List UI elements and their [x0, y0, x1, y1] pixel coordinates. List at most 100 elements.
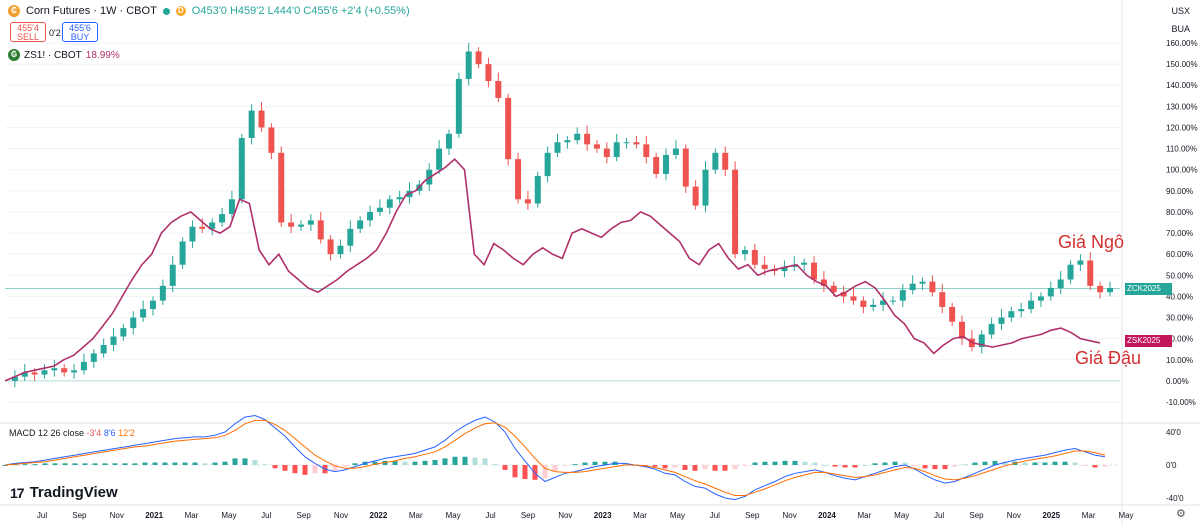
- time-axis: Jul Sep Nov 2021 Mar May Jul Sep Nov 2022 Mar May Ju…: [0, 504, 1200, 520]
- candle-body: [288, 222, 295, 227]
- tradingview-icon: 17: [10, 484, 25, 501]
- candle-body: [199, 226, 206, 229]
- candle-body: [515, 159, 522, 200]
- macd-histogram-bar: [802, 461, 808, 465]
- candle-body: [959, 321, 966, 339]
- x-tick-label: Sep: [297, 511, 312, 520]
- settings-icon[interactable]: ⚙: [1176, 508, 1186, 520]
- corn-annotation: Giá Ngô: [1058, 232, 1125, 252]
- candle-body: [870, 304, 877, 307]
- macd-histogram-bar: [712, 465, 718, 471]
- macd-y-tick: 0'0: [1166, 461, 1177, 470]
- symbol-title[interactable]: Corn Futures · 1W · CBOT: [26, 5, 157, 17]
- candle-body: [465, 51, 472, 79]
- candle-body: [21, 372, 28, 377]
- macd-histogram-bar: [222, 461, 228, 465]
- candle-body: [534, 176, 541, 204]
- sell-label: SELL: [16, 32, 40, 42]
- x-tick-label: Jul: [261, 511, 271, 520]
- macd-histogram-bar: [442, 458, 448, 465]
- x-tick-label: Nov: [110, 511, 124, 520]
- y-tick-label: 30.00%: [1166, 314, 1193, 323]
- price-axis: 160.00% 150.00% 140.00% 130.00% 120.00% 110.0…: [1166, 39, 1198, 407]
- macd-histogram-bar: [762, 461, 768, 465]
- y-tick-label: 50.00%: [1166, 271, 1193, 280]
- macd-histogram-bar: [512, 465, 518, 478]
- candle-body: [712, 152, 719, 170]
- macd-histogram-bar: [552, 465, 558, 471]
- macd-histogram-bar: [152, 462, 158, 465]
- y-tick-label: 10.00%: [1166, 356, 1193, 365]
- candle-body: [584, 133, 591, 145]
- candle-body: [179, 241, 186, 265]
- tradingview-logo[interactable]: 17 TradingView: [10, 484, 118, 501]
- soy-price-tag: ZSK2025 +18.99%: [1125, 335, 1172, 357]
- y-tick-label: 20.00%: [1166, 335, 1193, 344]
- soy-line-group: [4, 157, 1101, 382]
- candle-body: [31, 372, 38, 375]
- candle-body: [485, 64, 492, 82]
- macd-histogram-bar: [292, 465, 298, 474]
- candle-body: [219, 214, 226, 223]
- macd-histogram-bar: [132, 463, 138, 465]
- macd-histogram-bar: [42, 463, 48, 465]
- candle-body: [1087, 260, 1094, 286]
- macd-histogram-bar: [82, 463, 88, 465]
- currency-label[interactable]: USX: [1171, 6, 1190, 16]
- sell-button[interactable]: 455'4 SELL: [10, 22, 46, 42]
- candle-body: [1047, 287, 1054, 297]
- corn-price-tag: ZCK2025 +43.77%: [1125, 283, 1172, 305]
- macd-histogram-bar: [562, 465, 568, 466]
- macd-histogram-bar: [672, 465, 678, 468]
- x-tick-label: Mar: [633, 511, 647, 520]
- soy-line: [4, 157, 1101, 382]
- macd-histogram-bar: [1022, 462, 1028, 465]
- macd-histogram-bar: [542, 465, 548, 479]
- candle-body: [732, 169, 739, 255]
- macd-histogram-bar: [1052, 461, 1058, 465]
- buy-button[interactable]: 455'6 BUY: [62, 22, 98, 42]
- candle-body: [544, 152, 551, 177]
- macd-y-tick: -40'0: [1166, 494, 1184, 503]
- macd-histogram-bar: [572, 464, 578, 466]
- macd-legend[interactable]: MACD 12 26 close -3'4 8'6 12'2: [9, 428, 135, 438]
- macd-histogram-bar: [272, 465, 278, 469]
- y-tick-label: 130.00%: [1166, 102, 1198, 111]
- x-tick-label: Jul: [934, 511, 944, 520]
- macd-histogram-bar: [812, 462, 818, 465]
- candle-body: [347, 228, 354, 246]
- macd-histogram-bar: [232, 458, 238, 465]
- x-tick-label: Jul: [710, 511, 720, 520]
- macd-histogram-bar: [62, 463, 68, 465]
- macd-y-tick: 40'0: [1166, 428, 1181, 437]
- macd-histogram-bar: [772, 461, 778, 465]
- candle-body: [998, 317, 1005, 324]
- macd-signal-value: 12'2: [118, 428, 135, 438]
- buy-label: BUY: [70, 32, 90, 42]
- candle-body: [949, 306, 956, 322]
- compare-legend[interactable]: ₲ ZS1! · CBOT 18.99%: [8, 49, 120, 61]
- soy-symbol-icon: ₲: [8, 49, 20, 61]
- candle-body: [238, 138, 245, 200]
- corn-candles: [11, 43, 1113, 388]
- candle-body: [850, 296, 857, 301]
- macd-histogram-bar: [582, 462, 588, 465]
- macd-histogram-bar: [1032, 462, 1038, 465]
- candle-body: [110, 336, 117, 345]
- x-tick-label: Mar: [185, 511, 199, 520]
- candle-body: [455, 78, 462, 134]
- macd-histogram-bar: [392, 460, 398, 465]
- macd-histogram-bar: [282, 465, 288, 471]
- candle-body: [258, 110, 265, 128]
- macd-histogram-bar: [852, 465, 858, 468]
- candle-body: [919, 281, 926, 284]
- y-tick-label: 110.00%: [1166, 145, 1197, 154]
- candle-body: [209, 222, 216, 229]
- mode-label[interactable]: BUA: [1171, 24, 1190, 34]
- macd-histogram-bar: [102, 463, 108, 465]
- macd-histogram-bar: [162, 462, 168, 465]
- macd-histogram-bar: [482, 458, 488, 465]
- macd-histogram-bar: [532, 465, 538, 480]
- candle-body: [613, 142, 620, 158]
